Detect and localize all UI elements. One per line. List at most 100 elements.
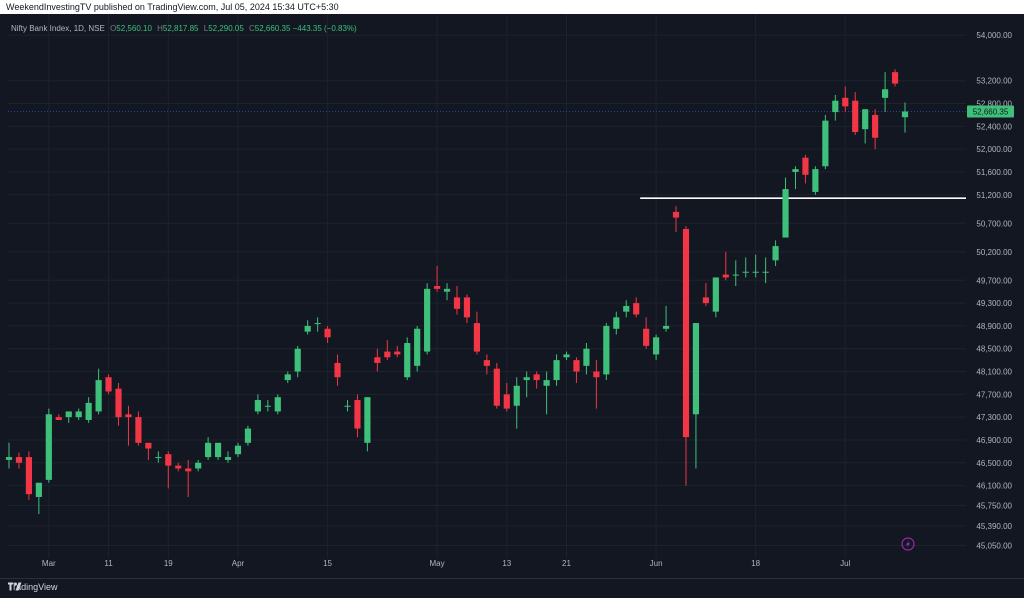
candle-body [384, 351, 391, 358]
y-tick-label: 48,100.00 [976, 368, 1012, 377]
candle [583, 343, 590, 375]
candle-body [105, 377, 112, 392]
x-tick-label: Jul [840, 559, 850, 568]
candle [254, 394, 261, 415]
y-tick-label: 45,750.00 [976, 502, 1012, 511]
x-axis: Mar 11 19 Apr 15 May 13 21 Jun 18 Jul [42, 559, 851, 568]
candle [493, 362, 500, 409]
candle-body [513, 385, 520, 406]
candle [85, 397, 92, 423]
candle-body [145, 442, 152, 449]
y-tick-label: 45,050.00 [976, 541, 1012, 550]
candle-body [732, 274, 739, 276]
candle [334, 354, 341, 386]
candle-body [45, 414, 52, 480]
candle-body [55, 417, 62, 420]
candle-body [872, 114, 879, 138]
published-text: WeekendInvestingTV published on TradingV… [6, 2, 339, 12]
y-tick-label: 48,500.00 [976, 345, 1012, 354]
chart-area[interactable]: 54,000.00 53,200.00 52,800.00 52,400.00 52,0… [0, 14, 1024, 578]
candle [483, 354, 490, 375]
candle-body [891, 72, 899, 84]
x-tick-label: 21 [562, 559, 571, 568]
candle-body [5, 457, 13, 460]
candle-body [135, 417, 142, 443]
candle [543, 371, 550, 415]
candle-body [792, 169, 799, 172]
candle [513, 377, 520, 429]
candle-body [623, 305, 630, 312]
candle [394, 345, 401, 358]
candle-body [85, 402, 92, 420]
candle [75, 408, 82, 420]
candle-body [443, 288, 451, 292]
candle [185, 459, 192, 497]
candle-body [752, 271, 759, 273]
brand-name: TradingView [8, 582, 58, 592]
candle [553, 354, 560, 386]
candle [274, 394, 281, 415]
lightning-icon[interactable] [901, 537, 915, 551]
candle-body [254, 400, 261, 412]
candle [324, 325, 331, 344]
y-tick-label: 47,300.00 [976, 413, 1012, 422]
candle-body [374, 357, 381, 363]
candle [792, 166, 799, 190]
close-value: 52,660.35 [254, 24, 291, 33]
candle [662, 305, 670, 332]
candlestick-chart[interactable]: 54,000.00 53,200.00 52,800.00 52,400.00 52,0… [0, 14, 1024, 578]
tradingview-logo-icon [8, 582, 22, 591]
candle [702, 283, 709, 306]
candle [712, 277, 719, 318]
candle-body [274, 397, 281, 412]
candle-body [344, 405, 351, 407]
candle-body [603, 325, 610, 375]
candle-body [294, 348, 301, 372]
symbol-label: Nifty Bank Index, 1D, NSE [11, 24, 105, 33]
candle-body [483, 360, 490, 366]
candle [563, 351, 570, 361]
candle-body [643, 328, 650, 346]
candle [593, 360, 600, 409]
candle [314, 317, 321, 332]
candle [135, 411, 142, 446]
y-tick-label: 52,000.00 [976, 145, 1012, 154]
candle [732, 260, 739, 286]
chart-legend: Nifty Bank Index, 1D, NSE O52,560.10 H52… [11, 24, 357, 33]
candle [852, 92, 859, 135]
y-tick-label: 46,900.00 [976, 436, 1012, 445]
candle-body [672, 211, 680, 218]
candle-body [772, 246, 779, 261]
candle-body [165, 454, 172, 466]
candle [692, 323, 700, 469]
candle [782, 177, 789, 238]
tradingview-brand[interactable]: TradingView [8, 582, 58, 592]
candle [45, 408, 52, 483]
candle-body [334, 362, 341, 378]
candle-body [15, 457, 23, 463]
candle [234, 442, 242, 458]
candle-body [25, 457, 32, 495]
candle [344, 400, 351, 412]
candle [304, 320, 311, 335]
candle [633, 297, 640, 318]
candle-body [553, 360, 560, 381]
candle-body [493, 368, 500, 406]
candle-body [563, 354, 570, 358]
candle [453, 286, 461, 315]
candle-body [453, 297, 461, 309]
candle [613, 311, 620, 335]
candle [214, 442, 222, 460]
candle-body [802, 157, 809, 175]
x-tick-label: 18 [751, 559, 760, 568]
y-tick-label: 49,700.00 [976, 276, 1012, 285]
candle-body [692, 323, 700, 415]
candle [434, 266, 441, 292]
candle [105, 374, 112, 395]
y-tick-label: 46,500.00 [976, 459, 1012, 468]
candle [25, 451, 32, 500]
candle [573, 357, 580, 383]
candle [195, 459, 202, 472]
candle [15, 452, 23, 469]
candle-body [901, 111, 909, 118]
